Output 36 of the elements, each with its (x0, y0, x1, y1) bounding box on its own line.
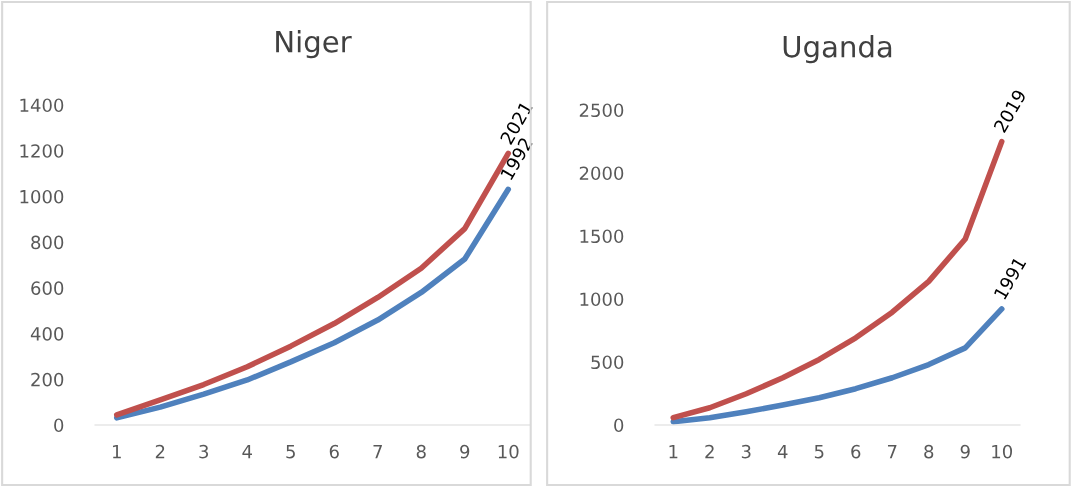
y-tick-label: 1400 (20, 98, 64, 113)
x-tick-label: 8 (416, 444, 426, 459)
x-tick-label: 1 (669, 445, 678, 459)
y-tick-label: 0 (614, 418, 624, 433)
x-tick-label: 6 (851, 444, 861, 459)
y-tick-label: 500 (591, 355, 624, 370)
x-tick-label: 3 (741, 444, 751, 459)
y-tick-label: 2500 (579, 103, 624, 118)
x-tick-label: 6 (329, 444, 339, 459)
x-tick-label: 1 (112, 445, 121, 459)
x-tick-label: 9 (960, 444, 970, 459)
x-tick-label: 10 (498, 444, 519, 459)
y-tick-label: 400 (30, 327, 64, 341)
x-tick-label: 8 (924, 444, 934, 459)
chart-title: Niger (276, 30, 352, 59)
x-tick-label: 10 (992, 444, 1013, 459)
x-tick-label: 4 (242, 445, 252, 459)
x-tick-label: 2 (705, 444, 714, 459)
x-tick-label: 4 (777, 445, 788, 459)
x-tick-label: 3 (199, 444, 209, 459)
y-tick-label: 2000 (579, 166, 624, 181)
x-tick-label: 7 (887, 445, 897, 459)
y-tick-label: 800 (31, 235, 64, 250)
y-tick-label: 0 (54, 418, 64, 433)
chart-title: Uganda (783, 35, 892, 64)
y-tick-label: 1500 (580, 229, 624, 244)
y-tick-label: 600 (31, 281, 64, 295)
x-tick-label: 5 (814, 445, 824, 459)
y-tick-label: 1000 (580, 292, 624, 307)
x-tick-label: 9 (460, 444, 470, 459)
x-tick-label: 7 (373, 445, 382, 459)
y-tick-label: 1000 (20, 189, 64, 204)
x-tick-label: 2 (155, 444, 165, 459)
y-tick-label: 1200 (20, 144, 64, 158)
x-tick-label: 5 (286, 445, 295, 459)
y-tick-label: 200 (31, 372, 64, 387)
